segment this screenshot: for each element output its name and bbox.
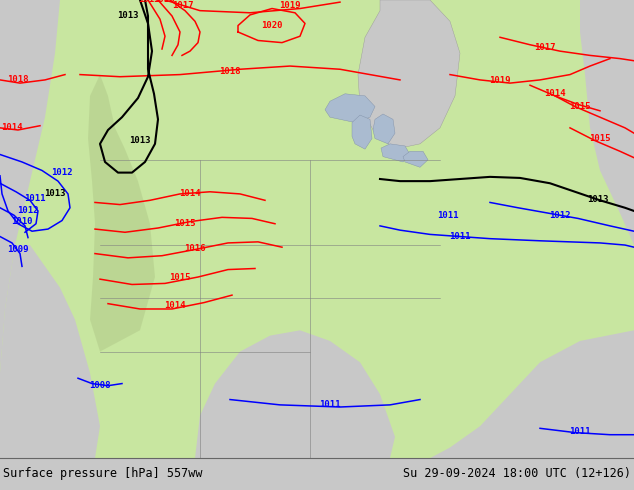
Text: 1015: 1015: [589, 134, 611, 143]
Text: 1011: 1011: [24, 194, 46, 203]
Text: 1015: 1015: [569, 102, 591, 111]
Polygon shape: [358, 0, 460, 149]
Text: 1015: 1015: [174, 219, 196, 228]
Text: 1018: 1018: [219, 67, 241, 76]
Text: 1011: 1011: [320, 400, 340, 409]
Text: 1013: 1013: [117, 11, 139, 21]
Polygon shape: [412, 309, 445, 458]
Text: 1018: 1018: [7, 75, 29, 84]
Text: 1009: 1009: [7, 245, 29, 254]
Polygon shape: [0, 0, 634, 458]
Text: 1015: 1015: [138, 0, 160, 4]
Text: 1012: 1012: [549, 211, 571, 220]
Text: 1019: 1019: [489, 76, 511, 85]
Text: 1017: 1017: [172, 1, 194, 10]
Polygon shape: [0, 245, 100, 458]
Text: 1014: 1014: [1, 123, 23, 132]
Text: Su 29-09-2024 18:00 UTC (12+126): Su 29-09-2024 18:00 UTC (12+126): [403, 467, 631, 480]
Text: 1016: 1016: [153, 0, 175, 4]
Polygon shape: [430, 330, 634, 458]
Polygon shape: [381, 144, 410, 162]
Polygon shape: [373, 114, 395, 144]
Text: 1013: 1013: [129, 136, 151, 145]
Text: 1014: 1014: [179, 190, 201, 198]
Text: 1012: 1012: [17, 206, 39, 216]
Polygon shape: [580, 0, 634, 245]
Text: 1012: 1012: [51, 168, 73, 177]
Text: Surface pressure [hPa] 557ww: Surface pressure [hPa] 557ww: [3, 467, 203, 480]
Text: 1011: 1011: [569, 427, 591, 436]
Polygon shape: [88, 74, 155, 352]
Text: 1014: 1014: [544, 89, 566, 98]
Text: 1008: 1008: [89, 381, 111, 390]
Text: 1013: 1013: [587, 195, 609, 204]
Text: 1014: 1014: [164, 301, 186, 310]
Text: 1010: 1010: [11, 217, 33, 226]
Text: 1011: 1011: [437, 211, 459, 220]
Polygon shape: [325, 94, 375, 122]
Text: 1019: 1019: [279, 1, 301, 10]
Polygon shape: [0, 0, 60, 373]
Text: 1013: 1013: [44, 190, 66, 198]
Polygon shape: [195, 330, 395, 458]
Text: 1011: 1011: [450, 232, 471, 241]
Polygon shape: [403, 151, 428, 167]
Text: 1016: 1016: [184, 244, 206, 253]
Text: 1015: 1015: [169, 272, 191, 282]
Text: 1017: 1017: [534, 44, 556, 52]
Text: 1020: 1020: [261, 21, 283, 30]
Polygon shape: [352, 115, 372, 149]
